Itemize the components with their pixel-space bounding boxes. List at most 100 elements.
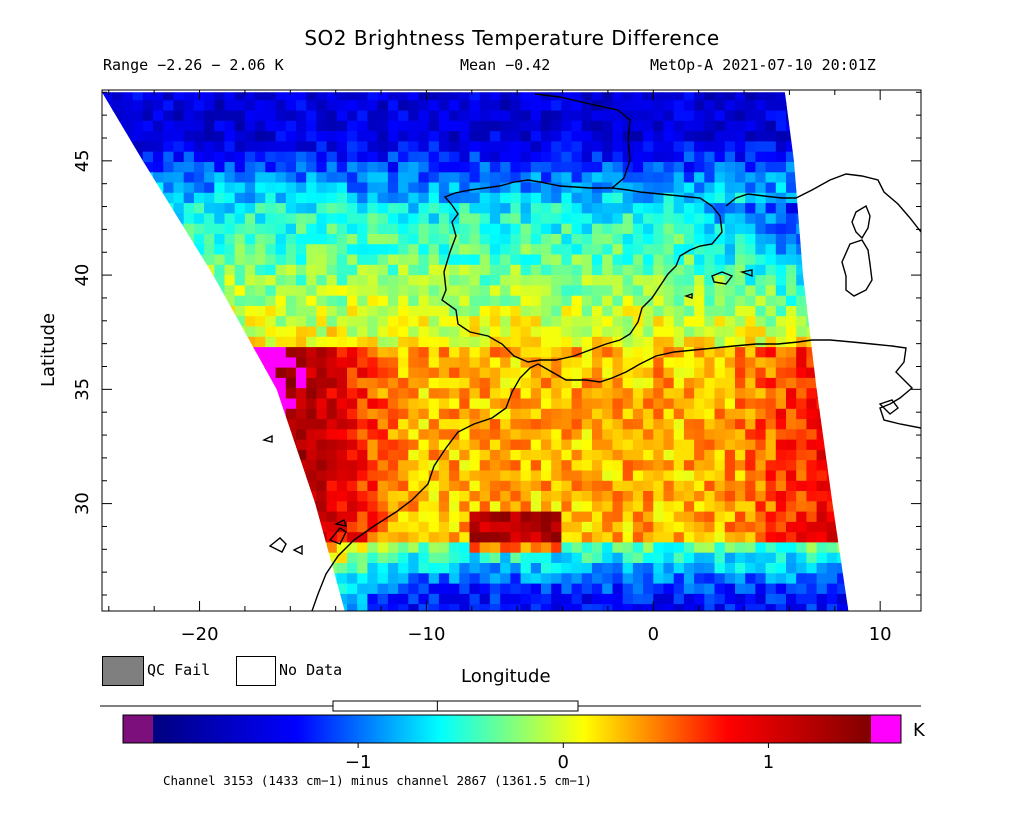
pixel-cell bbox=[755, 100, 767, 112]
pixel-cell bbox=[193, 295, 205, 307]
pixel-cell bbox=[745, 480, 756, 492]
pixel-cell bbox=[347, 141, 358, 153]
pixel-cell bbox=[132, 326, 144, 338]
pixel-cell bbox=[765, 192, 777, 204]
pixel-cell bbox=[592, 552, 603, 564]
pixel-cell bbox=[224, 552, 236, 564]
pixel-cell bbox=[173, 604, 185, 611]
pixel-cell bbox=[398, 552, 409, 564]
pixel-cell bbox=[418, 92, 430, 101]
pixel-cell bbox=[347, 192, 358, 204]
pixel-cell bbox=[234, 593, 246, 605]
pixel-cell bbox=[132, 295, 144, 307]
pixel-cell bbox=[285, 110, 297, 122]
pixel-cell bbox=[735, 357, 746, 369]
pixel-cell bbox=[347, 367, 358, 379]
pixel-cell bbox=[612, 285, 624, 297]
pixel-cell bbox=[153, 244, 164, 256]
pixel-cell bbox=[592, 449, 603, 461]
pixel-cell bbox=[551, 305, 562, 317]
pixel-cell bbox=[377, 336, 389, 348]
pixel-cell bbox=[775, 182, 787, 194]
pixel-cell bbox=[275, 223, 287, 235]
pixel-cell bbox=[622, 264, 634, 276]
pixel-cell bbox=[367, 172, 379, 184]
pixel-cell bbox=[724, 162, 736, 173]
pixel-cell bbox=[122, 254, 134, 266]
pixel-cell bbox=[704, 604, 716, 611]
pixel-cell bbox=[683, 213, 695, 225]
pixel-cell bbox=[112, 604, 123, 611]
pixel-cell bbox=[173, 501, 185, 513]
pixel-cell bbox=[204, 501, 215, 513]
pixel-cell bbox=[479, 449, 491, 461]
pixel-cell bbox=[561, 110, 573, 122]
pixel-cell bbox=[347, 480, 358, 492]
pixel-cell bbox=[683, 388, 695, 400]
pixel-cell bbox=[285, 357, 297, 369]
pixel-cell bbox=[561, 532, 573, 544]
pixel-cell bbox=[255, 223, 266, 235]
pixel-cell bbox=[347, 336, 358, 348]
pixel-cell bbox=[469, 532, 481, 544]
pixel-cell bbox=[775, 172, 787, 184]
pixel-cell bbox=[632, 398, 644, 410]
pixel-cell bbox=[786, 305, 797, 317]
pixel-cell bbox=[438, 449, 450, 461]
pixel-cell bbox=[653, 532, 665, 544]
pixel-cell bbox=[816, 100, 828, 112]
pixel-cell bbox=[306, 172, 317, 184]
pixel-cell bbox=[408, 275, 420, 286]
pixel-cell bbox=[183, 151, 195, 163]
pixel-cell bbox=[112, 305, 123, 317]
pixel-cell bbox=[102, 593, 113, 605]
pixel-cell bbox=[541, 234, 552, 245]
pixel-cell bbox=[766, 614, 777, 625]
pixel-cell bbox=[214, 92, 226, 101]
pixel-cell bbox=[510, 316, 522, 328]
pixel-cell bbox=[786, 367, 797, 379]
pixel-cell bbox=[694, 480, 705, 492]
pixel-cell bbox=[214, 542, 226, 554]
pixel-cell bbox=[285, 92, 297, 101]
pixel-cell bbox=[663, 532, 675, 544]
pixel-cell bbox=[632, 203, 644, 214]
pixel-cell bbox=[796, 357, 807, 369]
pixel-cell bbox=[275, 501, 287, 513]
pixel-cell bbox=[408, 254, 420, 266]
pixel-cell bbox=[224, 264, 236, 276]
pixel-cell bbox=[581, 275, 593, 286]
pixel-cell bbox=[204, 563, 215, 574]
pixel-cell bbox=[357, 92, 368, 101]
pixel-cell bbox=[193, 275, 205, 286]
pixel-cell bbox=[418, 275, 430, 286]
pixel-cell bbox=[142, 388, 154, 400]
pixel-cell bbox=[683, 511, 695, 523]
pixel-cell bbox=[193, 100, 205, 112]
pixel-cell bbox=[122, 398, 134, 410]
pixel-cell bbox=[673, 480, 685, 492]
pixel-cell bbox=[306, 501, 317, 513]
pixel-cell bbox=[663, 172, 675, 184]
pixel-cell bbox=[500, 295, 511, 307]
pixel-cell bbox=[234, 511, 246, 523]
pixel-cell bbox=[469, 131, 481, 142]
pixel-cell bbox=[694, 285, 705, 297]
pixel-cell bbox=[826, 357, 838, 369]
pixel-cell bbox=[530, 593, 542, 605]
pixel-cell bbox=[643, 367, 654, 379]
pixel-cell bbox=[132, 213, 144, 225]
pixel-cell bbox=[694, 92, 705, 101]
pixel-cell bbox=[357, 563, 368, 574]
pixel-cell bbox=[459, 388, 471, 400]
pixel-cell bbox=[775, 367, 787, 379]
pixel-cell bbox=[510, 213, 522, 225]
pixel-cell bbox=[551, 110, 562, 122]
pixel-cell bbox=[244, 141, 256, 153]
pixel-cell bbox=[643, 532, 654, 544]
pixel-cell bbox=[694, 203, 705, 214]
pixel-cell bbox=[530, 511, 542, 523]
pixel-cell bbox=[561, 305, 573, 317]
pixel-cell bbox=[122, 491, 134, 502]
pixel-cell bbox=[306, 131, 317, 142]
